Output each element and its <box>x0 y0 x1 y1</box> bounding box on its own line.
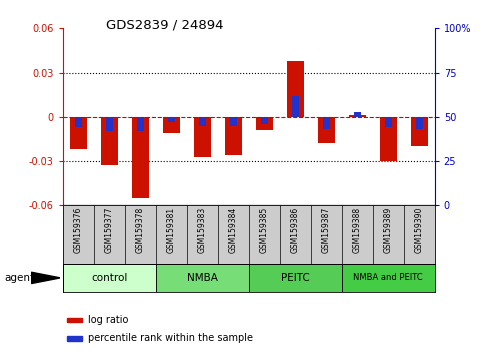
Bar <box>156 264 249 292</box>
Text: GSM159383: GSM159383 <box>198 207 207 253</box>
Bar <box>261 117 268 124</box>
Bar <box>342 264 435 292</box>
Bar <box>225 117 242 155</box>
Bar <box>354 112 361 117</box>
Bar <box>137 117 143 131</box>
Text: agent: agent <box>5 273 35 283</box>
Text: GSM159385: GSM159385 <box>260 207 269 253</box>
Bar <box>101 117 118 166</box>
Bar <box>287 61 304 117</box>
Bar <box>349 115 366 117</box>
Bar <box>380 117 397 161</box>
Bar <box>106 117 113 131</box>
Text: GDS2839 / 24894: GDS2839 / 24894 <box>106 18 224 32</box>
Bar <box>75 117 82 127</box>
Text: GSM159388: GSM159388 <box>353 207 362 253</box>
Bar <box>256 117 273 130</box>
Bar <box>163 117 180 133</box>
Bar <box>67 318 82 322</box>
Text: log ratio: log ratio <box>88 315 128 325</box>
Text: GSM159376: GSM159376 <box>74 207 83 253</box>
Bar <box>63 264 156 292</box>
Bar <box>70 117 87 149</box>
Bar <box>199 117 206 126</box>
Bar <box>416 117 423 129</box>
Bar <box>67 336 82 341</box>
Bar <box>292 96 298 117</box>
Bar <box>132 117 149 198</box>
Text: GSM159377: GSM159377 <box>105 207 114 253</box>
Text: GSM159386: GSM159386 <box>291 207 300 253</box>
Bar <box>194 117 211 156</box>
Text: NMBA and PEITC: NMBA and PEITC <box>354 273 423 282</box>
Text: percentile rank within the sample: percentile rank within the sample <box>88 333 253 343</box>
Bar <box>230 117 237 126</box>
Text: NMBA: NMBA <box>187 273 218 283</box>
Bar <box>385 117 392 127</box>
Bar <box>249 264 342 292</box>
Text: GSM159384: GSM159384 <box>229 207 238 253</box>
Bar <box>318 117 335 143</box>
Bar <box>411 117 428 146</box>
Text: control: control <box>91 273 128 283</box>
Text: GSM159387: GSM159387 <box>322 207 331 253</box>
Bar <box>168 117 175 122</box>
Text: GSM159378: GSM159378 <box>136 207 145 253</box>
Text: PEITC: PEITC <box>281 273 310 283</box>
Text: GSM159381: GSM159381 <box>167 207 176 253</box>
Polygon shape <box>31 272 60 284</box>
Text: GSM159389: GSM159389 <box>384 207 393 253</box>
Bar <box>323 117 329 129</box>
Text: GSM159390: GSM159390 <box>415 207 424 253</box>
